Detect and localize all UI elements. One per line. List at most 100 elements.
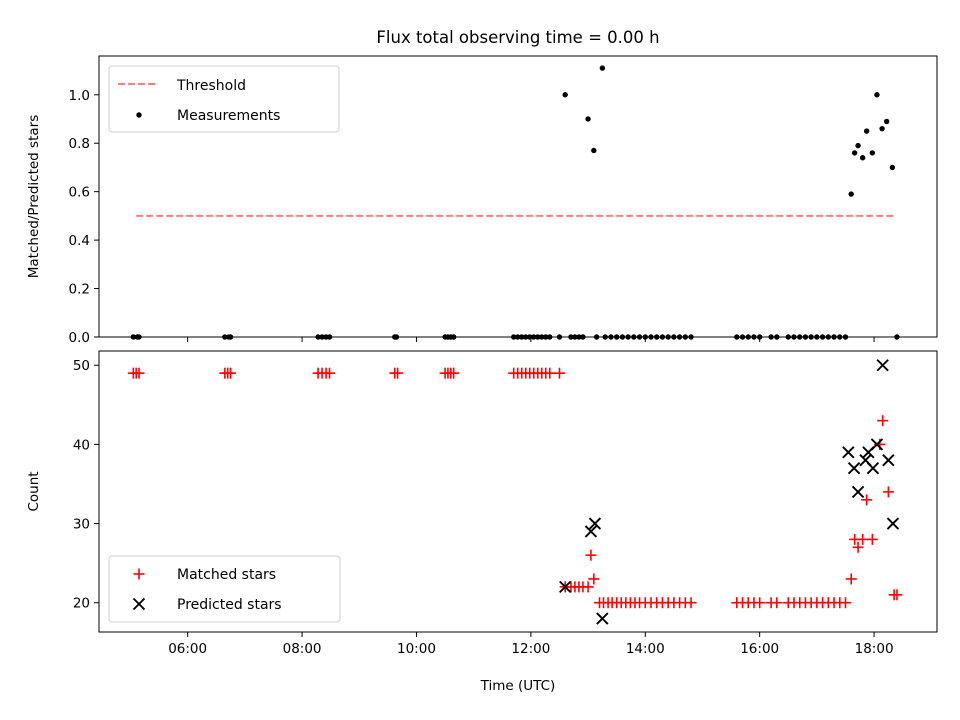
top-y-tick-label: 0.0 xyxy=(69,330,90,346)
legend-predicted-label: Predicted stars xyxy=(177,597,282,613)
figure-title: Flux total observing time = 0.00 h xyxy=(376,28,659,47)
measurement-point xyxy=(450,334,457,340)
bottom-legend-box xyxy=(108,555,341,623)
bottom-frame xyxy=(98,350,938,633)
predicted-star-point xyxy=(847,461,861,475)
measurement-point xyxy=(825,334,832,340)
predicted-star-point xyxy=(870,438,884,451)
measurement-point xyxy=(519,334,525,340)
top-legend: Threshold Measurements xyxy=(108,65,340,133)
measurement-point xyxy=(869,150,876,156)
matched-star-point xyxy=(771,597,783,609)
predicted-star-point xyxy=(882,454,895,467)
measurement-point xyxy=(883,118,890,125)
measurement-point xyxy=(831,334,837,340)
measurement-point xyxy=(535,334,541,340)
measurement-point xyxy=(659,334,666,340)
matched-star-point xyxy=(324,367,336,379)
measurement-point xyxy=(842,334,849,340)
measurement-point xyxy=(814,334,820,340)
measurement-point xyxy=(636,334,643,340)
bottom-y-tick-label: 30 xyxy=(73,517,90,533)
measurement-point xyxy=(851,150,858,156)
measurement-point xyxy=(808,334,814,340)
predicted-star-point xyxy=(559,580,572,594)
measurement-point xyxy=(393,334,400,340)
measurement-point xyxy=(130,334,137,340)
measurement-point xyxy=(734,334,740,340)
legend-threshold-label: Threshold xyxy=(176,78,246,94)
measurement-point xyxy=(315,334,321,340)
measurement-point xyxy=(874,92,880,98)
matched-star-point xyxy=(852,541,864,553)
measurement-point xyxy=(319,334,325,340)
top-y-tick-label: 0.8 xyxy=(69,136,90,152)
measurement-point xyxy=(654,334,660,340)
x-tick-label: 08:00 xyxy=(283,641,322,657)
measurement-point xyxy=(785,334,791,340)
matched-star-point xyxy=(861,494,873,506)
matched-star-point xyxy=(685,597,697,609)
measurement-point xyxy=(631,334,637,340)
measurement-point xyxy=(326,334,333,340)
measurement-point xyxy=(648,334,654,340)
measurement-point xyxy=(222,334,228,340)
measurement-point xyxy=(642,334,648,340)
measurement-point xyxy=(572,334,578,340)
legend-predicted-swatch xyxy=(132,597,146,611)
x-tick-label: 06:00 xyxy=(168,641,207,657)
measurement-point xyxy=(602,334,608,340)
matched-star-point xyxy=(882,486,894,498)
matched-star-point xyxy=(225,367,237,379)
top-y-tick-label: 0.6 xyxy=(69,185,90,201)
measurement-point xyxy=(515,334,521,340)
measurement-point xyxy=(568,334,574,340)
measurement-point xyxy=(797,334,803,340)
measurement-point xyxy=(619,334,626,340)
predicted-star-point xyxy=(886,517,900,530)
top-y-tick-label: 0.2 xyxy=(69,282,90,298)
measurement-point xyxy=(511,334,517,340)
measurement-point xyxy=(739,334,746,340)
matched-star-point xyxy=(588,573,600,585)
x-tick-label: 18:00 xyxy=(855,641,894,657)
measurement-point xyxy=(523,334,529,340)
matched-star-point xyxy=(585,549,597,561)
measurement-point xyxy=(863,128,870,134)
measurement-point xyxy=(682,334,689,340)
measurement-point xyxy=(599,65,606,71)
matched-star-point xyxy=(754,597,766,609)
predicted-star-point xyxy=(842,446,855,459)
measurement-point xyxy=(547,334,553,340)
measurement-point xyxy=(665,334,671,340)
measurement-point xyxy=(608,334,614,340)
matched-star-point xyxy=(133,367,145,379)
matched-star-point xyxy=(891,589,903,601)
matched-star-point xyxy=(877,415,889,427)
top-legend-box xyxy=(108,65,340,133)
measurement-point xyxy=(837,334,843,340)
top-y-tick-label: 1.0 xyxy=(69,88,90,104)
top-y-axis-label: Matched/Predicted stars xyxy=(26,115,42,278)
matched-star-point xyxy=(857,533,869,545)
measurement-point xyxy=(802,334,809,340)
legend-matched-swatch xyxy=(133,568,145,580)
matched-star-point xyxy=(448,367,460,379)
legend-measurements-label: Measurements xyxy=(177,108,280,124)
measurement-point xyxy=(756,334,763,340)
measurement-point xyxy=(562,92,568,98)
measurement-point xyxy=(791,334,797,340)
matched-star-point xyxy=(392,367,404,379)
matched-star-point xyxy=(866,533,878,545)
measurement-point xyxy=(859,155,866,161)
measurement-point xyxy=(136,334,142,340)
predicted-star-point xyxy=(851,485,865,499)
measurement-point xyxy=(768,334,774,340)
x-tick-label: 10:00 xyxy=(397,641,436,657)
measurement-point xyxy=(227,334,234,340)
measurement-point xyxy=(676,334,683,340)
measurement-point xyxy=(613,334,620,340)
measurement-point xyxy=(593,334,600,340)
bottom-y-tick-label: 20 xyxy=(73,596,90,612)
